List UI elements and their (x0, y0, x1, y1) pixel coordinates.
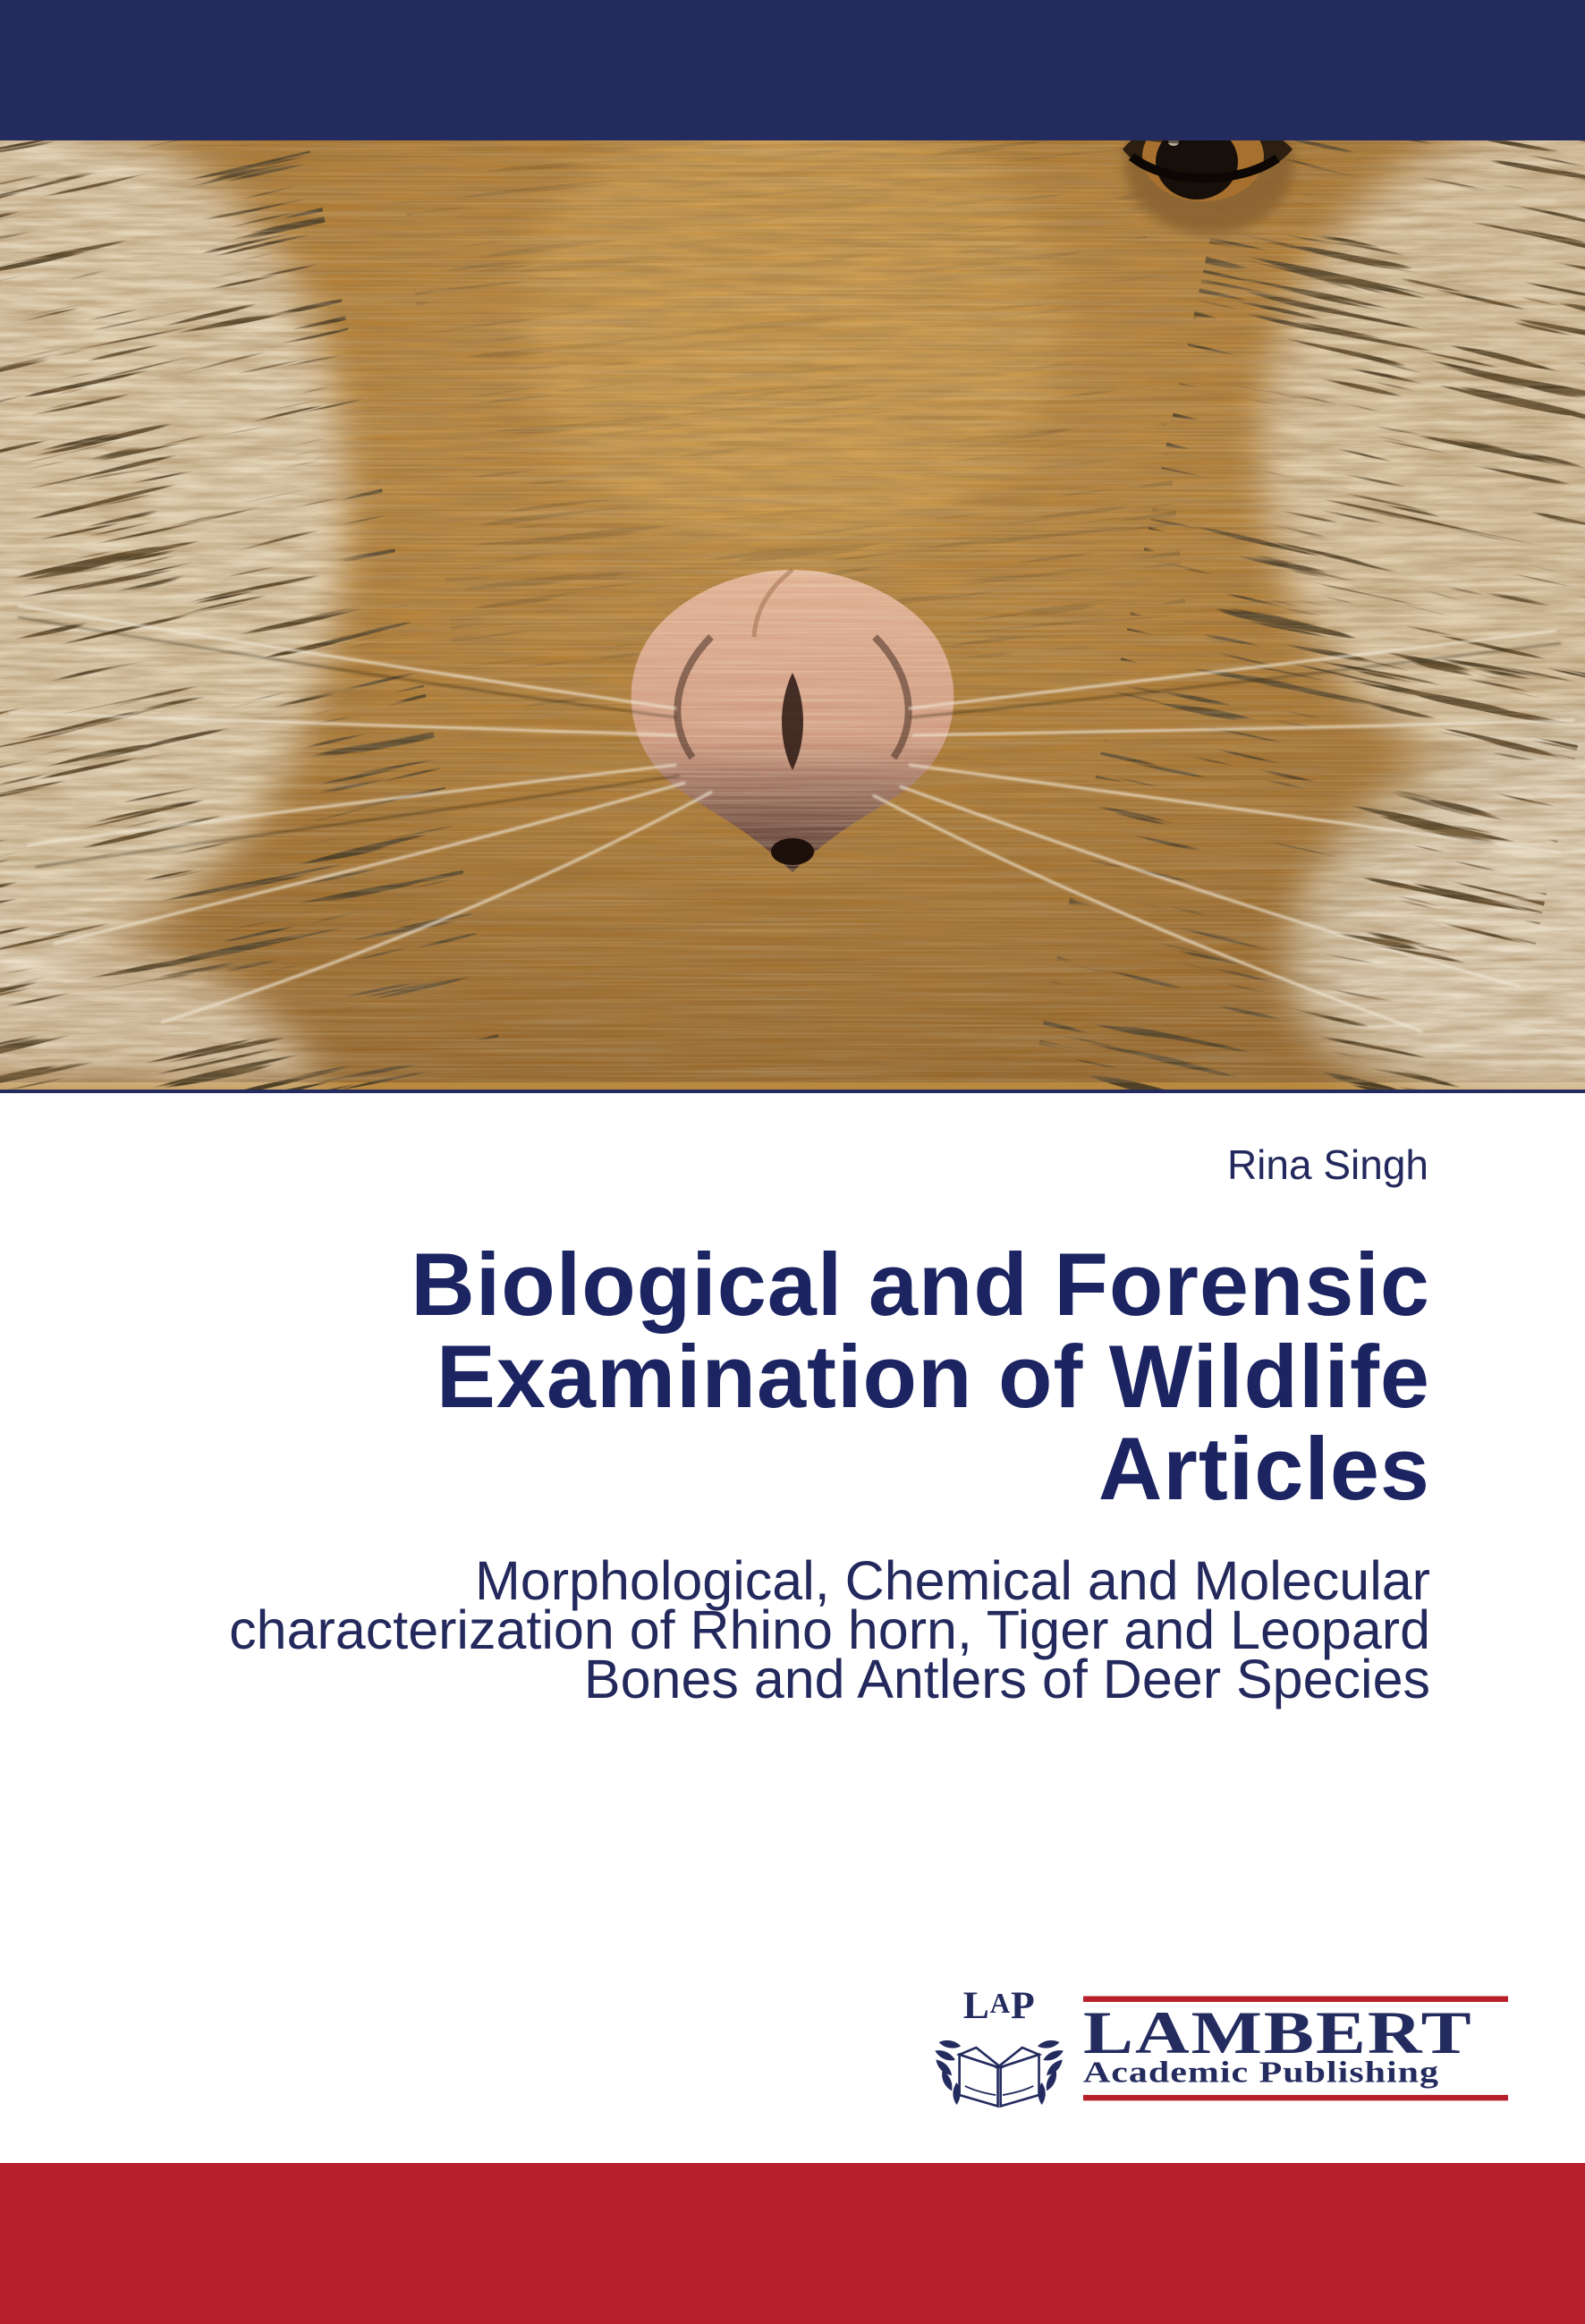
svg-text:LAP: LAP (963, 1984, 1036, 2027)
svg-text:Academic Publishing: Academic Publishing (1083, 2056, 1439, 2089)
